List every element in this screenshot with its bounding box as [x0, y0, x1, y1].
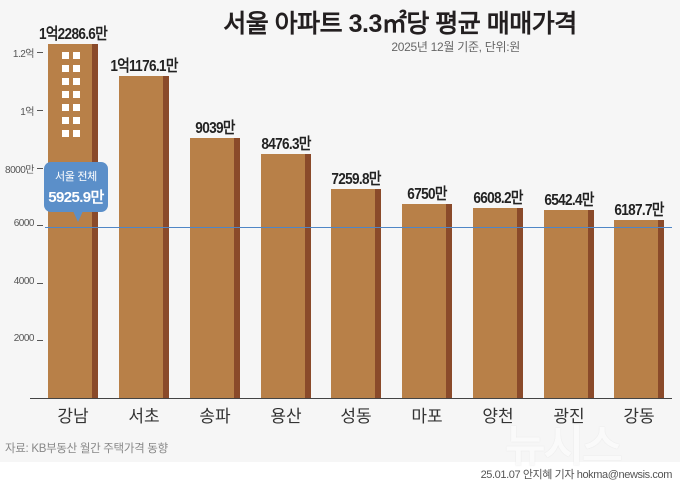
bar — [473, 207, 523, 398]
y-tick-mark — [37, 167, 43, 169]
building-window-icon — [62, 130, 69, 138]
y-tick-mark — [37, 340, 43, 342]
building-window-icon — [73, 78, 80, 86]
building-window-icon — [73, 91, 80, 99]
x-category-label: 양천 — [482, 407, 514, 426]
bar-value-label: 7259.8만 — [331, 170, 381, 188]
y-tick-label: 8000만 — [5, 164, 34, 176]
bar-shadow-side — [375, 188, 381, 398]
building-window-icon — [62, 78, 69, 86]
seoul-average-callout: 서울 전체 5925.9만 — [44, 162, 108, 222]
bar-value-label: 9039만 — [195, 119, 235, 137]
bar-value-label: 6608.2만 — [473, 189, 523, 207]
bar — [331, 188, 381, 398]
x-category-label: 용산 — [270, 407, 302, 426]
bar — [614, 219, 664, 398]
newsis-watermark-logo: 뉴시스 — [505, 422, 622, 471]
bar-shadow-side — [658, 219, 664, 398]
x-category-label: 광진 — [553, 407, 585, 426]
chart-subtitle: 2025년 12월 기준, 단위:원 — [391, 40, 520, 54]
x-category-label: 서초 — [128, 407, 160, 426]
building-window-icon — [73, 130, 80, 138]
bar-shadow-side — [92, 44, 98, 398]
bar — [190, 137, 240, 398]
y-tick-mark — [37, 282, 43, 284]
y-tick-mark — [37, 225, 43, 227]
y-tick-label: 2000 — [13, 333, 35, 345]
bar — [544, 209, 594, 398]
building-window-icon — [73, 52, 80, 60]
bar — [261, 153, 311, 398]
bar-value-label: 1억2286.6만 — [38, 26, 108, 44]
seoul-average-line — [45, 227, 672, 228]
building-window-icon — [73, 117, 80, 125]
bar-value-label: 6542.4만 — [544, 191, 594, 209]
building-window-icon — [62, 104, 69, 112]
bar-shadow-side — [305, 153, 311, 398]
x-category-label: 마포 — [411, 407, 443, 426]
bar-value-label: 8476.3만 — [261, 135, 311, 153]
callout-value: 5925.9만 — [48, 189, 104, 206]
bar-value-label: 6750만 — [407, 185, 447, 203]
callout-label: 서울 전체 — [54, 171, 98, 183]
chart-title: 서울 아파트 3.3㎡당 평균 매매가격 — [223, 10, 577, 38]
source-note: 자료: KB부동산 월간 주택가격 동향 — [5, 443, 168, 455]
y-tick-mark — [37, 110, 43, 111]
bar-shadow-side — [234, 137, 240, 398]
y-tick-label: 4000 — [13, 275, 35, 287]
bar-shadow-side — [517, 207, 523, 398]
x-axis-baseline — [30, 398, 672, 399]
bar-value-label: 6187.7만 — [614, 201, 664, 219]
building-window-icon — [62, 65, 69, 73]
y-tick-mark — [37, 52, 43, 54]
y-tick-label: 1.2억 — [12, 49, 35, 61]
y-tick-label: 6000 — [13, 218, 35, 230]
bar — [119, 76, 169, 398]
bar-value-label: 1억1176.1만 — [110, 58, 178, 76]
building-window-icon — [73, 104, 80, 112]
bar-shadow-side — [446, 203, 452, 398]
building-window-icon — [62, 52, 69, 60]
x-category-label: 강남 — [57, 407, 89, 426]
byline-credit: 25.01.07 안지혜 기자 hokma@newsis.com — [480, 469, 673, 481]
x-category-label: 강동 — [623, 407, 655, 426]
bar-shadow-side — [588, 209, 594, 398]
x-category-label: 성동 — [340, 407, 372, 426]
building-window-icon — [73, 65, 80, 73]
building-window-icon — [62, 91, 69, 99]
y-tick-label: 1억 — [20, 107, 34, 118]
bar — [402, 203, 452, 398]
building-window-icon — [62, 117, 69, 125]
bar-shadow-side — [163, 76, 169, 398]
x-category-label: 송파 — [199, 407, 231, 426]
